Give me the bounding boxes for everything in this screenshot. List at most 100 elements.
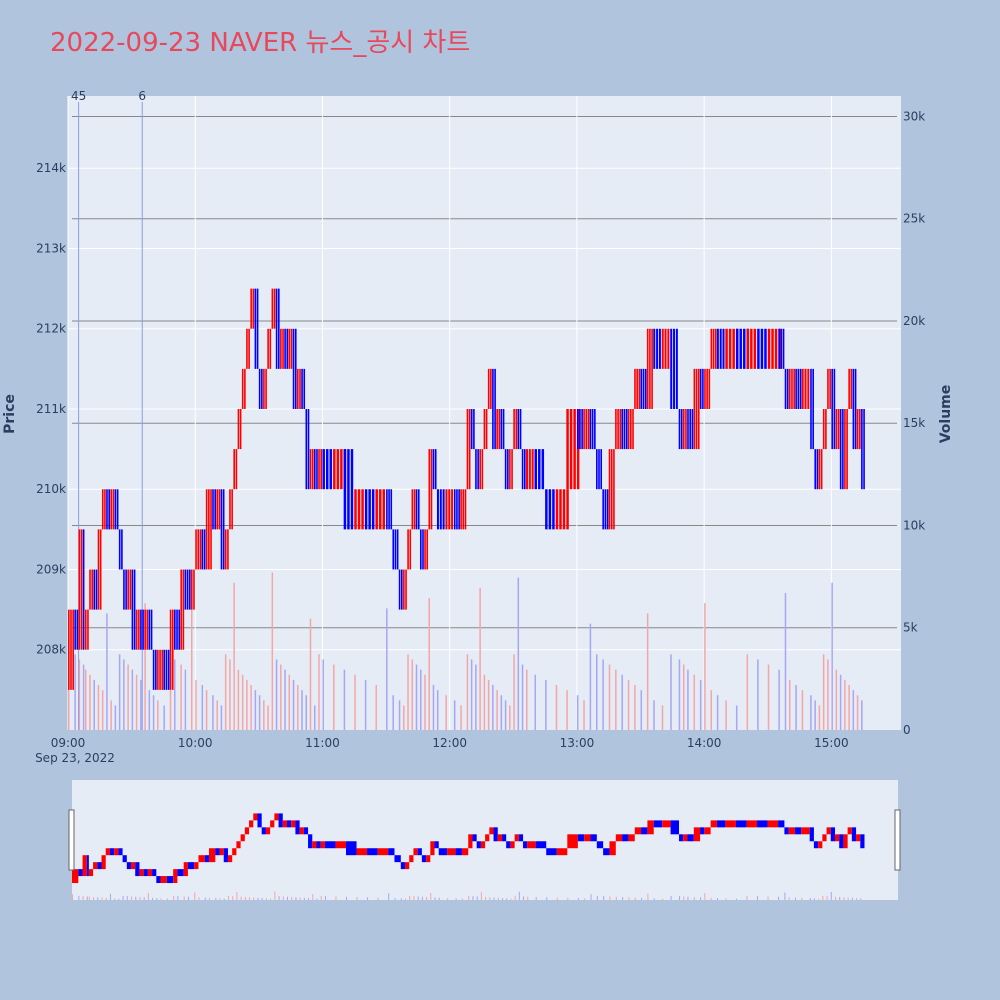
slider-volume-bar [679, 896, 681, 900]
candle-down [176, 609, 178, 650]
candle-up [231, 489, 233, 530]
candle-down [152, 649, 155, 690]
slider-volume-bar [377, 897, 379, 900]
slider-candle [78, 869, 83, 877]
candle-up [767, 328, 771, 369]
slider-candle [97, 862, 102, 870]
candle-up [282, 328, 284, 369]
slider-right-handle[interactable] [894, 809, 901, 871]
candle-down [329, 449, 333, 490]
candle-down [678, 408, 681, 450]
candle-up [632, 408, 634, 450]
y2-axis-title: Volume [938, 385, 954, 444]
slider-volume-bar [303, 897, 305, 900]
candle-down [278, 288, 280, 369]
candle-up [424, 529, 426, 570]
candle-down [121, 529, 123, 570]
slider-volume-bar [653, 898, 655, 900]
slider-volume-bar [809, 898, 811, 900]
slider-candle [265, 827, 271, 835]
slider-volume-bar [438, 897, 440, 900]
time-tick-label: 13:00 [560, 736, 595, 750]
volume-bar [653, 700, 655, 730]
candle-up [496, 408, 498, 450]
volume-bar [301, 690, 303, 730]
volume-bar [801, 690, 804, 730]
candle-up [487, 368, 490, 409]
candle-up [509, 449, 511, 490]
volume-bar [97, 685, 100, 730]
candle-up [229, 489, 231, 530]
slider-volume-bar [312, 893, 314, 900]
slider-candle [405, 862, 410, 870]
slider-volume-bar [194, 892, 196, 900]
volume-bar [852, 690, 855, 730]
slider-volume-bar [101, 897, 103, 900]
volume-bar [602, 659, 604, 730]
volume-tick-label: 20k [903, 314, 925, 328]
slider-volume-bar [518, 891, 520, 900]
volume-bar [127, 664, 129, 730]
candle-down [292, 328, 295, 409]
candle-up [205, 489, 208, 570]
range-slider[interactable] [68, 809, 901, 900]
candle-down [621, 408, 624, 450]
candle-down [322, 449, 325, 490]
candlesticks [68, 288, 865, 690]
candle-up [101, 489, 104, 530]
slider-volume-bar [257, 897, 259, 900]
candle-down [142, 609, 144, 650]
candle-up [99, 529, 102, 610]
candle-down [658, 328, 661, 369]
candle-down [398, 569, 401, 610]
candle-down [284, 328, 286, 369]
slider-volume-bar [152, 897, 154, 900]
candle-up [587, 408, 590, 450]
slider-volume-bar [413, 896, 415, 900]
volume-bar [526, 669, 528, 730]
volume-bar [475, 664, 477, 730]
slider-volume-bar [584, 898, 586, 900]
candle-down [401, 569, 403, 610]
slider-volume-bar [693, 897, 695, 900]
slider-volume-bar [417, 896, 419, 900]
candle-down [760, 328, 764, 369]
candle-up [771, 328, 774, 369]
slider-left-handle[interactable] [68, 809, 75, 871]
volume-bar [453, 700, 456, 730]
slider-candle [312, 841, 317, 849]
slider-candle [324, 841, 336, 849]
candle-up [246, 328, 248, 369]
slider-candle [687, 834, 694, 842]
volume-bar [246, 679, 248, 730]
volume-bar [818, 705, 821, 730]
slider-candle [139, 869, 144, 877]
candle-down [656, 328, 659, 369]
slider-volume-bar [839, 897, 841, 900]
volume-bar [725, 700, 727, 730]
volume-bar [114, 705, 117, 730]
candle-up [619, 408, 622, 450]
slider-candle [194, 862, 199, 870]
volume-bar [195, 679, 197, 730]
candle-down [294, 328, 297, 409]
slider-candle [152, 869, 157, 877]
slider-candle [286, 820, 292, 828]
candle-down [521, 449, 524, 490]
slider-candle [603, 848, 610, 856]
volume-bar [110, 700, 112, 730]
candle-down [833, 368, 836, 450]
candle-up [91, 569, 94, 610]
candle-down [722, 328, 725, 369]
candle-down [812, 368, 814, 450]
slider-candle [434, 841, 439, 849]
volume-bar [205, 690, 208, 730]
candle-up [171, 609, 174, 690]
candle-up [411, 489, 414, 530]
slider-volume-bar [335, 896, 337, 900]
slider-volume-bar [735, 898, 737, 900]
range-slider-background[interactable] [72, 780, 898, 900]
candle-down [594, 408, 596, 450]
slider-candle [447, 848, 456, 856]
candle-down [174, 609, 176, 650]
